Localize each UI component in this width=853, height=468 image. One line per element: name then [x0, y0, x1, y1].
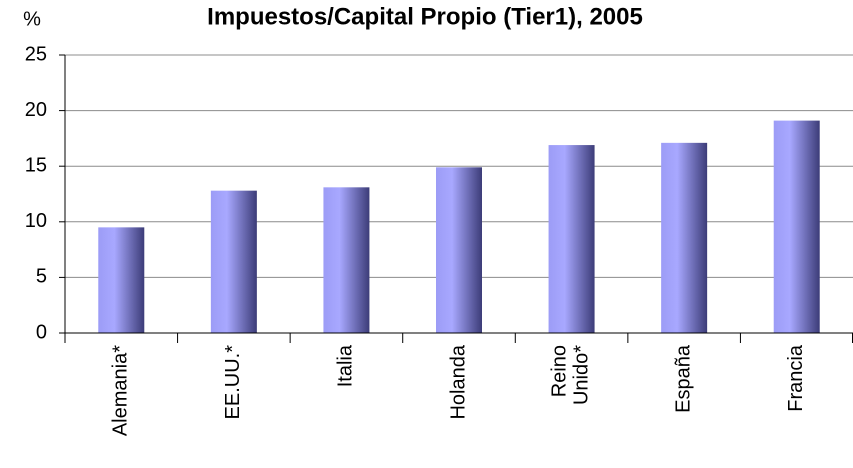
bar — [773, 120, 820, 333]
chart-title: Impuestos/Capital Propio (Tier1), 2005 — [207, 3, 643, 30]
bar — [323, 187, 370, 333]
bar — [661, 142, 708, 333]
x-tick-label: EE.UU.* — [222, 345, 244, 420]
x-tick-label: España — [672, 344, 694, 413]
bar — [98, 227, 145, 333]
y-tick-label: 20 — [25, 99, 47, 121]
bar — [436, 167, 482, 333]
y-tick-label: 25 — [25, 43, 47, 65]
y-tick-label: 5 — [36, 266, 47, 288]
bar — [548, 145, 595, 333]
y-tick-label: 0 — [36, 321, 47, 343]
y-tick-label: 10 — [25, 210, 47, 232]
x-tick-label: Alemania* — [110, 345, 132, 436]
x-tick-label: Reino Unido* — [549, 345, 593, 411]
bar — [210, 190, 257, 333]
x-tick-label: Holanda — [447, 344, 469, 419]
y-tick-label: 15 — [25, 154, 47, 176]
x-tick-label: Italia — [335, 344, 357, 387]
y-axis-label: % — [23, 8, 41, 30]
x-tick-label: Francia — [785, 344, 807, 412]
